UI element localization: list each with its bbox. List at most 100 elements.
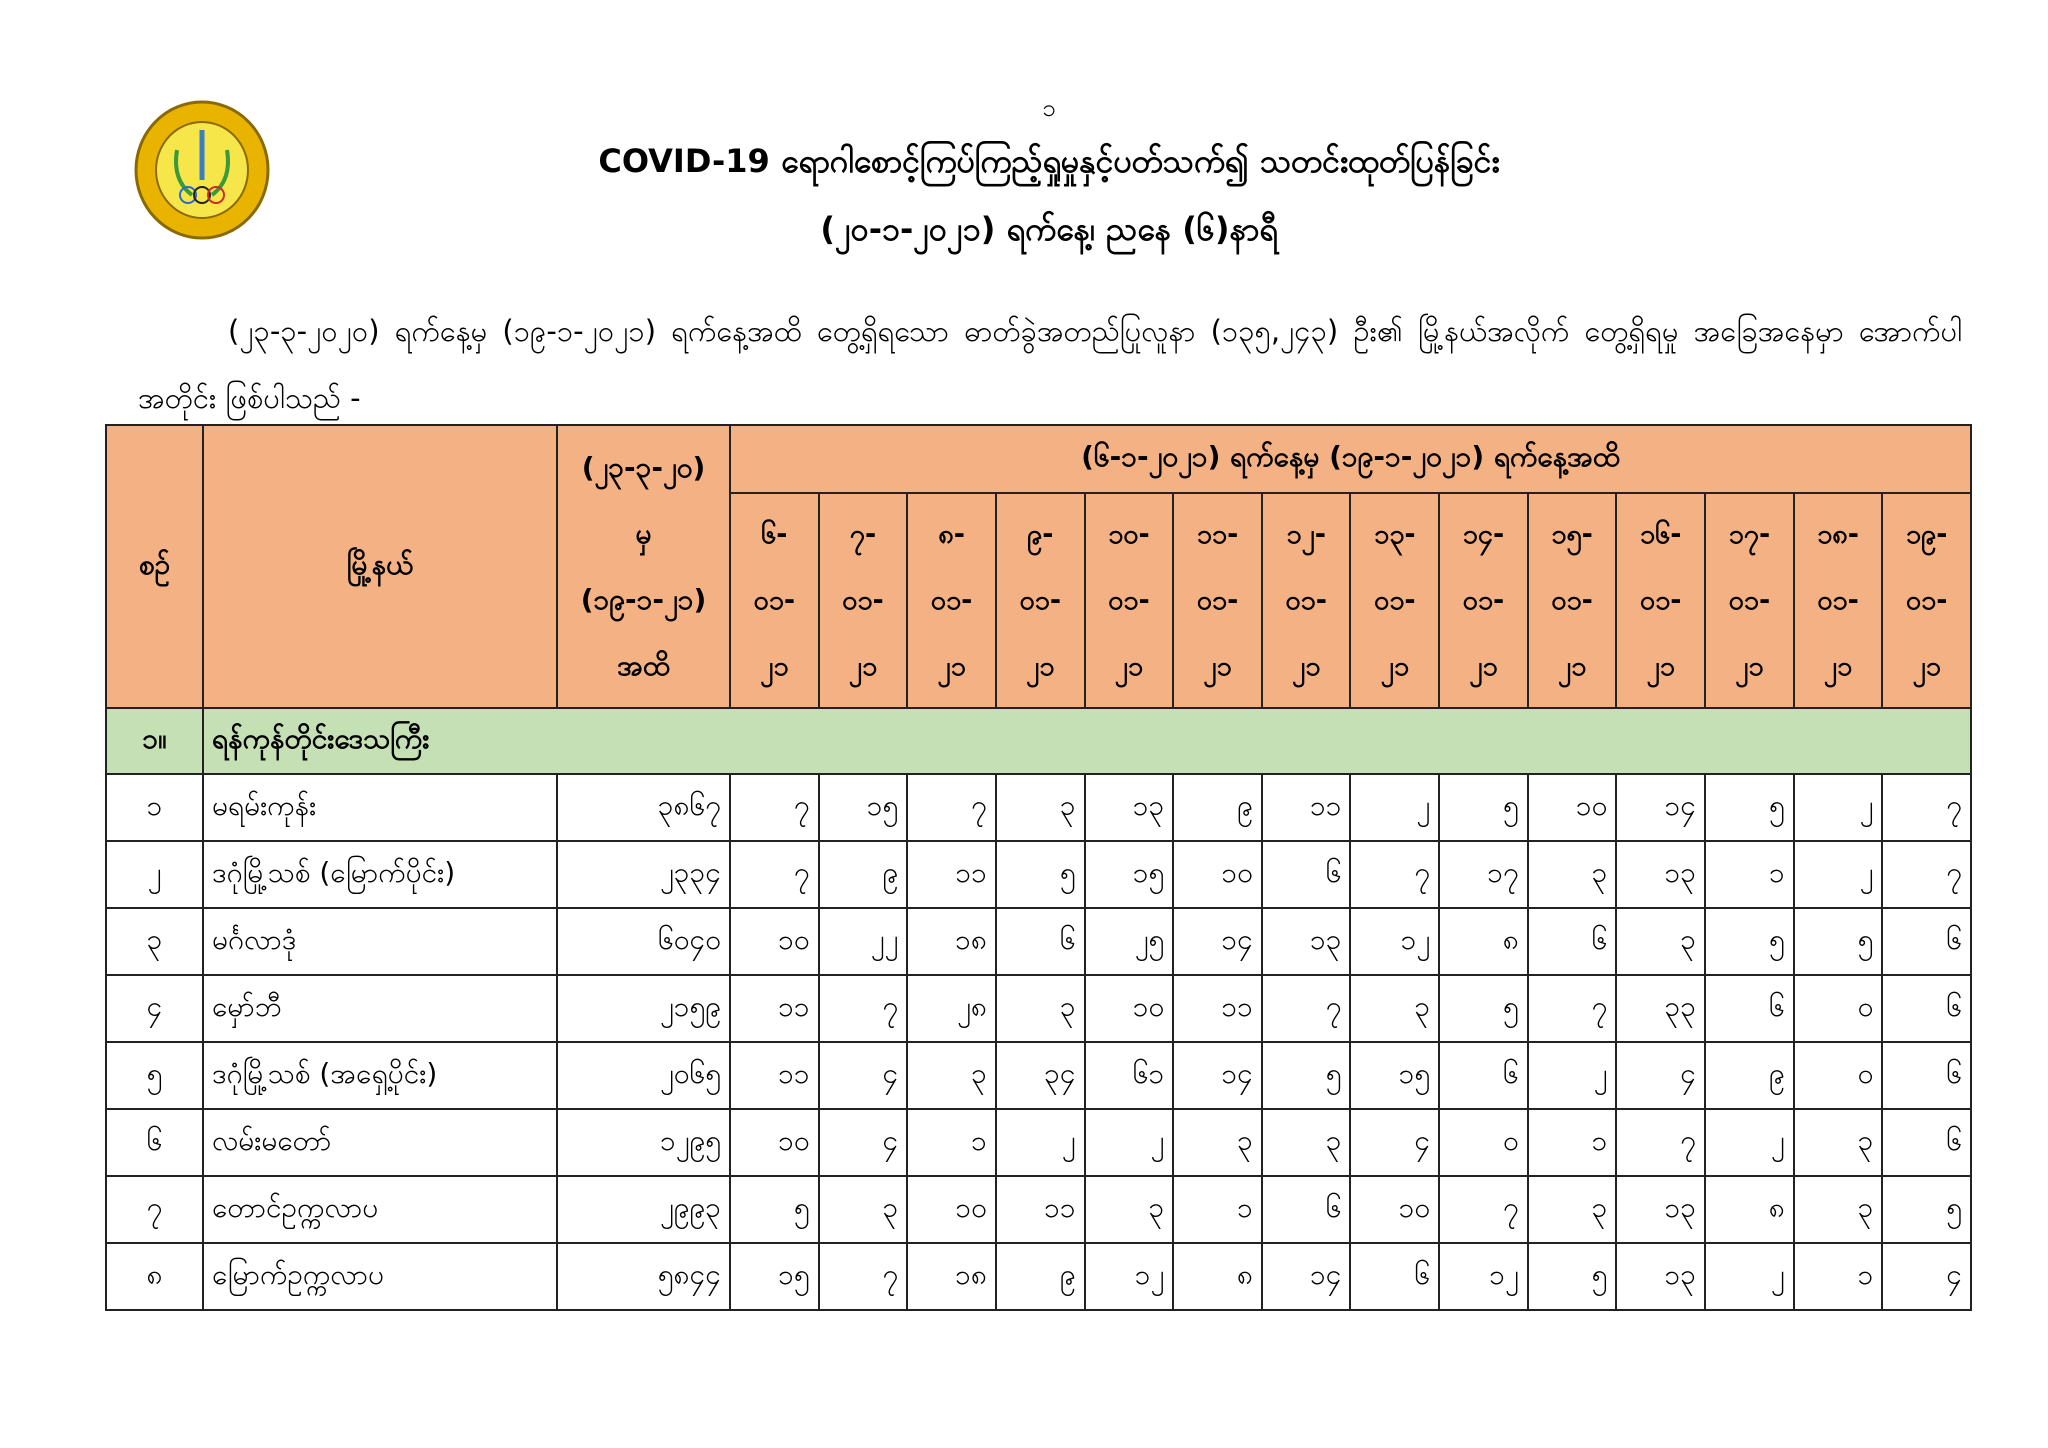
header-date-part: ၀၁- xyxy=(1817,584,1859,616)
row-daily-count: ၈ xyxy=(1172,1242,1263,1311)
table-row: ၈မြောက်ဥက္ကလာပ ၅၈၄၄ ၁၅၇၁၈၉၁၂၈၁၄၆၁၂၅၁၃၂၁၄ xyxy=(105,1242,1972,1311)
row-daily-count: ၁၂ xyxy=(1349,907,1441,976)
row-daily-count: ၁၄ xyxy=(1172,1041,1263,1110)
row-daily-count: ၁၁ xyxy=(1260,773,1352,842)
row-daily-count: ၇ xyxy=(729,840,820,909)
header-date-part: ၂၁ xyxy=(1291,650,1321,682)
row-daily-count: ၇ xyxy=(729,773,820,842)
row-daily-count: ၂ xyxy=(1349,773,1441,842)
header-date-part: ၂၁ xyxy=(1557,650,1587,682)
row-daily-count: ၅ xyxy=(1438,773,1529,842)
table-row: ၂ဒဂုံမြို့သစ် (မြောက်ပိုင်း) ၂၃၃၄၇၉၁၁၅၁၅၁… xyxy=(105,840,1972,909)
header-date-part: ၂၁ xyxy=(1823,650,1853,682)
header-township: မြို့နယ် xyxy=(202,424,558,709)
row-daily-count: ၄ xyxy=(817,1108,909,1177)
page-number: ၁ xyxy=(1042,94,1056,122)
table-row: ၁မရမ်းကုန်း ၃၈၆၇၇၁၅၇၃၁၃၉၁၁၂၅၁၀ ၁၄၅၂၇ xyxy=(105,773,1972,842)
row-total: ၃၈၆၇ xyxy=(556,773,731,842)
header-date-part: ၀၁- xyxy=(1196,584,1239,616)
header-date-part: ၀၁- xyxy=(1639,584,1682,616)
row-daily-count: ၂၅ xyxy=(1083,907,1175,976)
header-date-part: ၀၁- xyxy=(1728,584,1771,616)
header-date-part: ၁၆- xyxy=(1639,518,1682,550)
row-daily-count: ၆ xyxy=(1260,1175,1352,1244)
region-row: ၁။ ရန်ကုန်တိုင်းဒေသကြီး xyxy=(105,707,1972,775)
cases-table: စဉ် မြို့နယ် (၂၃-၃-၂၀) မှ (၁၉-၁-၂၁) အထိ … xyxy=(105,424,1972,1311)
row-daily-count: ၁၄ xyxy=(1260,1242,1352,1311)
row-daily-count: ၃ xyxy=(1615,907,1707,976)
row-daily-count: ၃ xyxy=(1526,840,1618,909)
row-daily-count: ၉ xyxy=(994,1242,1086,1311)
row-daily-count: ၁၀ xyxy=(906,1175,997,1244)
row-daily-count: ၆ xyxy=(1349,1242,1441,1311)
header-date-part: ၁၀- xyxy=(1108,518,1150,550)
table-row: ၆လမ်းမတော် ၁၂၉၅ ၁၀၄၁၂၂၃၃၄၀၁၇၂၃၆ xyxy=(105,1108,1972,1177)
row-township: လမ်းမတော် xyxy=(202,1108,558,1177)
row-daily-count: ၃ xyxy=(1260,1108,1352,1177)
row-daily-count: ၅ xyxy=(1704,773,1795,842)
region-seq: ၁။ xyxy=(105,707,204,775)
row-daily-count: ၁၅ xyxy=(817,773,909,842)
row-daily-count: ၂ xyxy=(1792,840,1884,909)
header-date: ၁၀- ၀၁- ၂၁ xyxy=(1083,492,1175,709)
row-total: ၂၁၅၉ xyxy=(556,974,731,1043)
row-daily-count: ၆၁ xyxy=(1083,1041,1175,1110)
row-daily-count: ၃၃ xyxy=(1615,974,1707,1043)
row-daily-count: ၃၄ xyxy=(994,1041,1086,1110)
row-daily-count: ၁၅ xyxy=(1349,1041,1441,1110)
row-daily-count: ၀ xyxy=(1792,1041,1884,1110)
row-daily-count: ၃ xyxy=(1792,1108,1884,1177)
row-daily-count: ၄ xyxy=(817,1041,909,1110)
row-daily-count: ၀ xyxy=(1792,974,1884,1043)
header-date-part: ၂၁ xyxy=(1114,650,1144,682)
row-daily-count: ၁၈ xyxy=(906,907,997,976)
row-daily-count: ၇ xyxy=(1526,974,1618,1043)
header-date-part: ၂၁ xyxy=(1735,650,1764,682)
row-daily-count: ၁၅ xyxy=(729,1242,820,1311)
row-daily-count: ၁၂ xyxy=(1438,1242,1529,1311)
header-total-line: (၁၉-၁-၂၁) xyxy=(580,582,707,616)
row-township: မင်္ဂလာဒုံ xyxy=(202,907,558,976)
row-daily-count: ၆ xyxy=(994,907,1086,976)
row-daily-count: ၁ xyxy=(1526,1108,1618,1177)
row-daily-count: ၇ xyxy=(1615,1108,1707,1177)
header-date-part: ၂၁ xyxy=(1380,650,1410,682)
row-daily-count: ၁၃ xyxy=(1615,1175,1707,1244)
row-daily-count: ၅ xyxy=(1792,907,1884,976)
header-date: ၁၇- ၀၁- ၂၁ xyxy=(1704,492,1795,709)
header-total: (၂၃-၃-၂၀) မှ (၁၉-၁-၂၁) အထိ xyxy=(556,424,731,709)
table-row: ၅ဒဂုံမြို့သစ် (အရှေ့ပိုင်း) ၂၀၆၅ ၁၁၄၃၃၄ ၆၁၁… xyxy=(105,1041,1972,1110)
row-daily-count: ၉ xyxy=(1172,773,1263,842)
row-daily-count: ၉ xyxy=(1704,1041,1795,1110)
row-township: တောင်ဥက္ကလာပ xyxy=(202,1175,558,1244)
header-seq: စဉ် xyxy=(105,424,204,709)
row-township: ဒဂုံမြို့သစ် (မြောက်ပိုင်း) xyxy=(202,840,558,909)
row-daily-count: ၁၀ xyxy=(1172,840,1263,909)
header-date-part: ၂၁ xyxy=(1026,650,1055,682)
row-daily-count: ၂ xyxy=(994,1108,1086,1177)
row-township: မြောက်ဥက္ကလာပ xyxy=(202,1242,558,1311)
row-daily-count: ၄ xyxy=(1881,1242,1972,1311)
row-daily-count: ၆ xyxy=(1526,907,1618,976)
row-daily-count: ၆ xyxy=(1881,907,1972,976)
document-title: COVID-19 ရောဂါစောင့်ကြပ်ကြည့်ရှုမှုနှင့်… xyxy=(598,142,1500,180)
row-daily-count: ၈ xyxy=(1704,1175,1795,1244)
row-daily-count: ၁၈ xyxy=(906,1242,997,1311)
row-daily-count: ၇ xyxy=(1881,773,1972,842)
row-daily-count: ၂ xyxy=(1704,1242,1795,1311)
row-daily-count: ၁၀ xyxy=(1083,974,1175,1043)
header-date-part: ၀၁- xyxy=(753,584,796,616)
header-date-part: ၀၁- xyxy=(842,584,884,616)
row-seq: ၇ xyxy=(105,1175,204,1244)
row-total: ၂၃၃၄ xyxy=(556,840,731,909)
row-total: ၁၂၉၅ xyxy=(556,1108,731,1177)
header-date-part: ၇- xyxy=(849,518,877,550)
row-daily-count: ၈ xyxy=(1438,907,1529,976)
row-township: ဒဂုံမြို့သစ် (အရှေ့ပိုင်း) xyxy=(202,1041,558,1110)
row-daily-count: ၅ xyxy=(1881,1175,1972,1244)
header-date: ၁၄- ၀၁- ၂၁ xyxy=(1438,492,1529,709)
row-daily-count: ၁ xyxy=(906,1108,997,1177)
row-daily-count: ၂ xyxy=(1704,1108,1795,1177)
header-date-part: ၂၁ xyxy=(848,650,878,682)
row-daily-count: ၁၃ xyxy=(1083,773,1175,842)
